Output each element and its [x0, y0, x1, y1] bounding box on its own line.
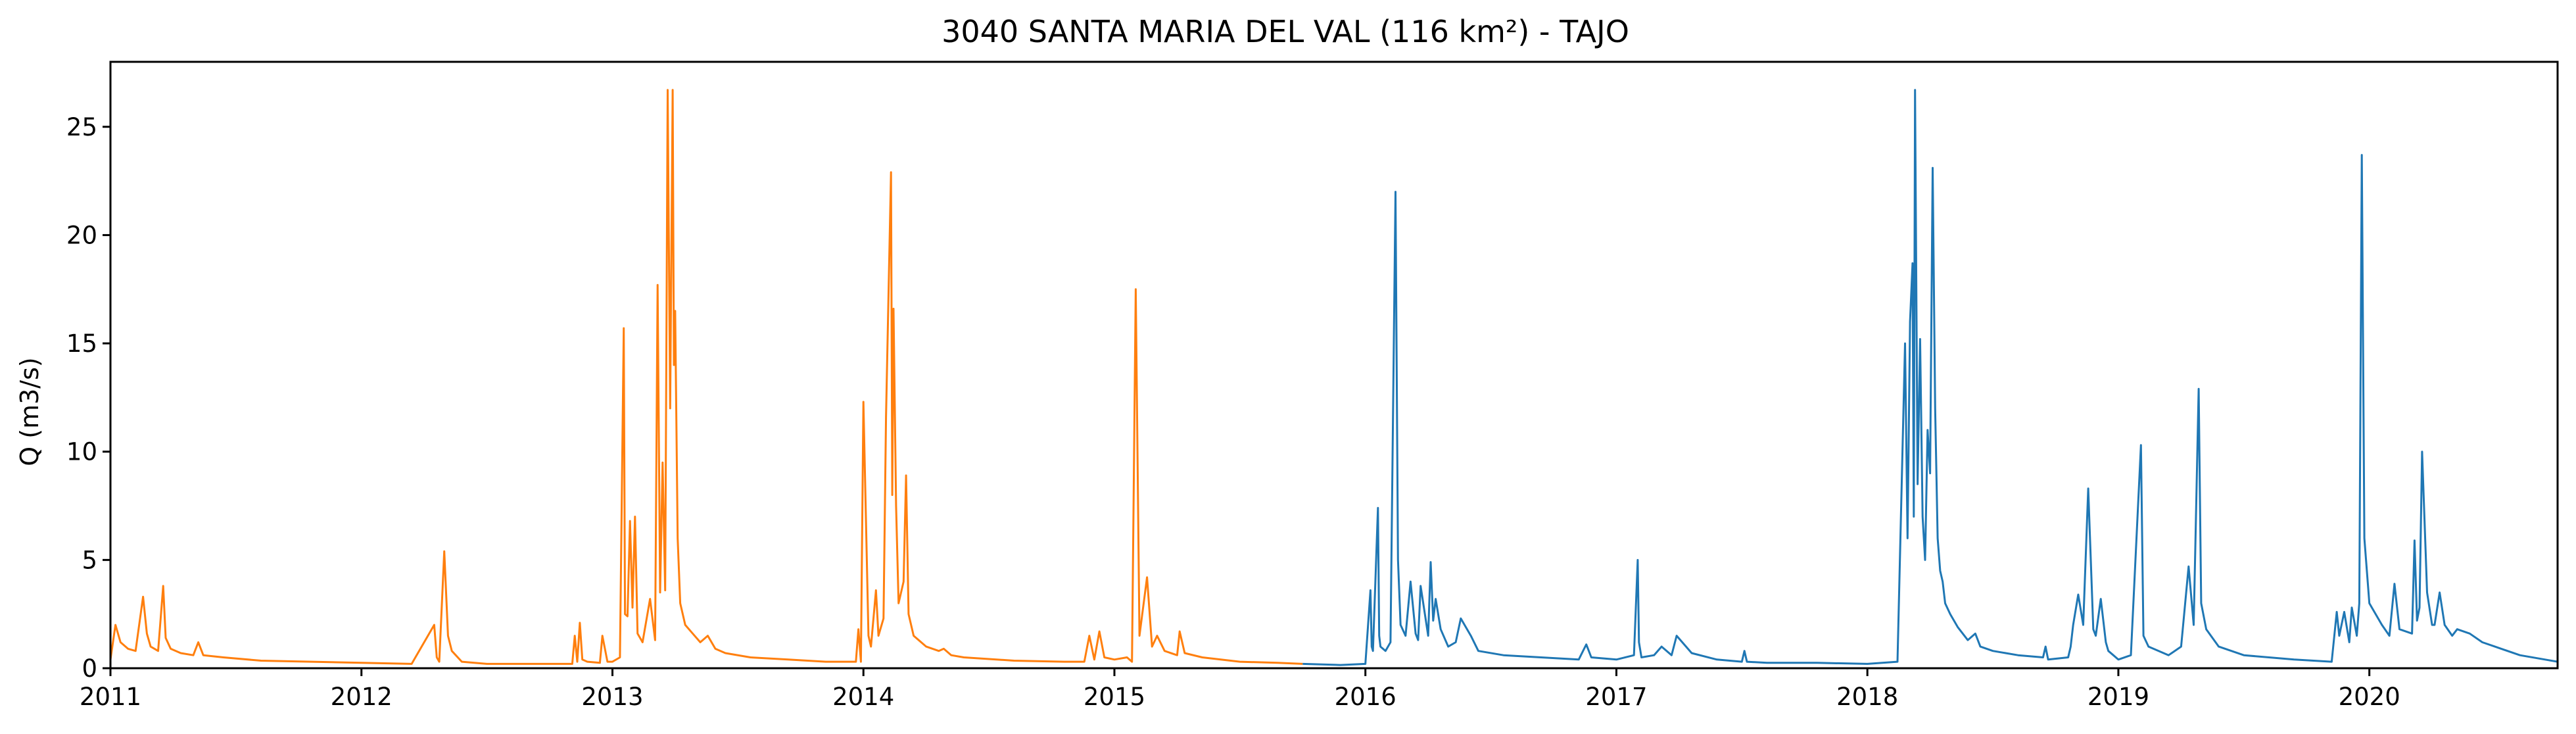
y-tick-label: 0 — [82, 654, 97, 683]
x-tick-label: 2017 — [1585, 683, 1647, 711]
x-tick-label: 2016 — [1335, 683, 1396, 711]
series-layer — [109, 89, 2558, 666]
y-tick-label: 20 — [66, 221, 97, 249]
x-ticks: 2011 2012 2013 2014 2015 2016 2017 2018 2019 2020 — [80, 668, 2400, 711]
series-blue-line — [1302, 89, 2558, 666]
x-tick-label: 2012 — [331, 683, 393, 711]
y-ticks: 0 5 10 15 20 25 — [66, 113, 110, 683]
x-tick-label: 2018 — [1836, 683, 1898, 711]
x-tick-label: 2019 — [2087, 683, 2149, 711]
y-tick-label: 25 — [66, 113, 97, 141]
chart-title: 3040 SANTA MARIA DEL VAL (116 km²) - TAJ… — [942, 14, 1629, 49]
plot-frame — [109, 61, 2559, 670]
y-tick-label: 5 — [82, 546, 97, 574]
y-tick-label: 15 — [66, 330, 97, 358]
x-tick-label: 2011 — [80, 683, 141, 711]
x-tick-label: 2020 — [2339, 683, 2400, 711]
x-tick-label: 2014 — [832, 683, 894, 711]
x-tick-label: 2013 — [581, 683, 643, 711]
y-axis-label: Q (m3/s) — [15, 357, 44, 466]
x-tick-label: 2015 — [1084, 683, 1145, 711]
series-orange-line — [109, 89, 1303, 665]
y-tick-label: 10 — [66, 438, 97, 466]
